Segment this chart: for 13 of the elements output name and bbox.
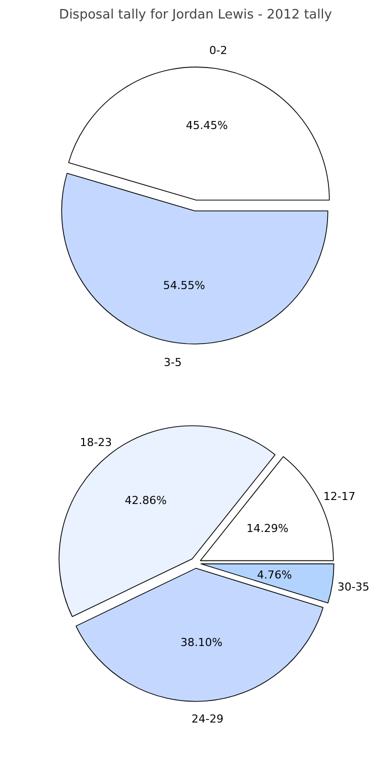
- slice-label: 12-17: [323, 490, 356, 503]
- data-label: 38.10%: [180, 636, 222, 650]
- data-label: 4.76%: [257, 568, 292, 582]
- slice-label: 18-23: [80, 436, 112, 449]
- data-label: 14.29%: [246, 522, 288, 535]
- slice-label: 30-35: [337, 580, 370, 594]
- slice-label: 3-5: [164, 356, 182, 370]
- data-label: 45.45%: [186, 118, 228, 132]
- data-label: 54.55%: [163, 279, 206, 292]
- slice-label: 24-29: [191, 712, 224, 726]
- chart-title: Disposal tally for Jordan Lewis - 2012 tally: [59, 8, 332, 22]
- data-label: 42.86%: [124, 494, 167, 508]
- slice-label: 0-2: [209, 44, 228, 57]
